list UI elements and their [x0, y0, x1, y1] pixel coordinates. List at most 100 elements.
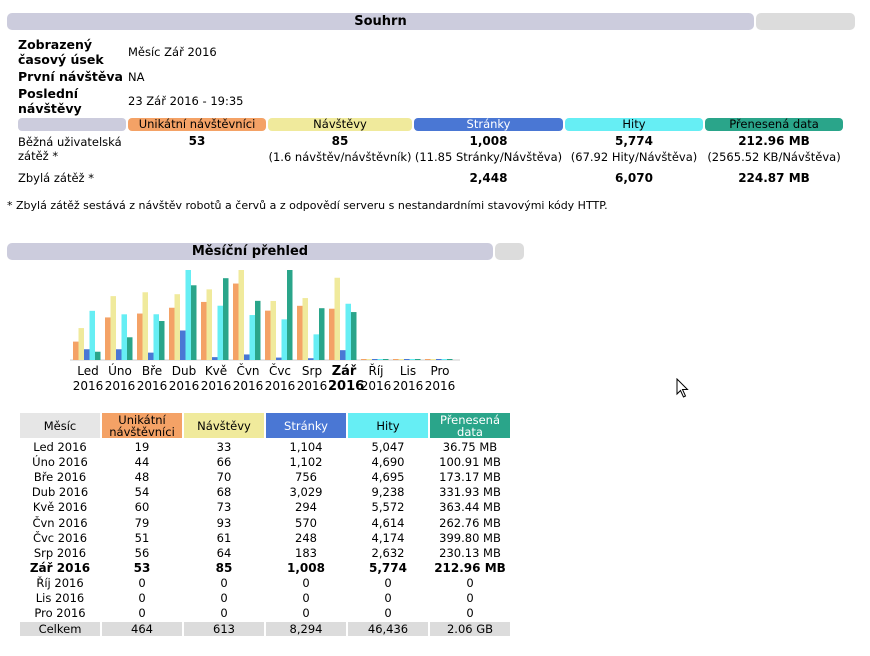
x-tick-year: 2016: [360, 379, 392, 393]
table-cell-data: 212.96 MB: [434, 560, 506, 575]
mouse-cursor-icon: [676, 378, 689, 398]
x-tick-year: 2016: [296, 379, 328, 393]
x-tick-label: Led 2016: [72, 364, 104, 394]
range-label: Zobrazený časový úsek: [18, 37, 104, 67]
table-cell-data: 262.76 MB: [439, 515, 501, 530]
bar-pages-9: [372, 359, 378, 360]
bar-pages-6: [276, 357, 282, 360]
table-cell-uniq: 60: [134, 500, 150, 515]
bar-visits-0: [78, 328, 84, 360]
bar-pages-0: [84, 349, 90, 360]
table-header-label: Měsíc: [43, 418, 77, 433]
x-tick-year: 2016: [72, 379, 104, 393]
table-header-0: Měsíc: [20, 413, 100, 438]
bar-hits-8: [345, 303, 351, 360]
bar-uniq-7: [297, 305, 303, 360]
bar-pages-2: [148, 352, 154, 360]
table-cell-data: 0: [466, 575, 474, 590]
summary-col-visits: Návštěvy: [268, 118, 412, 131]
normal-sub-pages: (11.85 Stránky/Návštěva): [414, 150, 563, 164]
bar-pages-5: [244, 354, 250, 360]
x-tick-label: Bře 2016: [136, 364, 168, 394]
x-tick-label: Srp 2016: [296, 364, 328, 394]
table-total-row: Celkem 464 613 8,294 46,436 2.06 GB: [20, 622, 510, 637]
table-cell-data: 363.44 MB: [439, 500, 501, 515]
bar-visits-4: [206, 289, 212, 360]
table-cell-hits: 2,632: [371, 545, 405, 560]
table-cell-month: Úno 2016: [32, 455, 88, 470]
table-cell-month: Dub 2016: [31, 485, 89, 500]
x-tick-year: 2016: [104, 379, 136, 393]
table-cell-pages: 570: [295, 515, 317, 530]
total-cell-uniq: 464: [102, 622, 182, 636]
bar-pages-3: [180, 330, 186, 360]
bar-visits-10: [398, 359, 404, 360]
table-cell-visits: 70: [216, 470, 232, 485]
table-row: Říj 2016 0 0 0 0 0: [20, 576, 510, 591]
table-cell-hits: 4,690: [371, 455, 405, 470]
other-value-hits: 6,070: [615, 171, 653, 185]
summary-col-uniq: Unikátní návštěvníci: [128, 118, 266, 131]
table-cell-month: Lis 2016: [35, 591, 85, 605]
last-visit-label: Poslední návštěvy: [18, 86, 82, 116]
table-cell-uniq: 19: [134, 440, 150, 454]
normal-sub-data: (2565.52 KB/Návštěva): [707, 150, 841, 164]
x-tick-label: Dub 2016: [168, 364, 200, 394]
table-cell-pages: 1,104: [289, 440, 323, 454]
x-tick-year: 2016: [392, 379, 424, 393]
x-tick-label: Lis 2016: [392, 364, 424, 394]
bar-uniq-1: [105, 317, 111, 360]
bar-uniq-6: [265, 310, 271, 360]
normal-sub-visits: (1.6 návštěv/návštěvník): [268, 150, 412, 164]
last-visit-value: 23 Zář 2016 - 19:35: [128, 94, 244, 108]
table-cell-month: Kvě 2016: [32, 500, 88, 515]
bar-hits-9: [377, 359, 383, 360]
table-cell-visits: 0: [220, 575, 228, 590]
x-tick-month: Čvc: [268, 364, 292, 378]
table-cell-pages: 248: [295, 530, 317, 545]
table-cell-data: 230.13 MB: [439, 545, 501, 560]
table-row: Kvě 2016 60 73 294 5,572 363.44 MB: [20, 500, 510, 515]
summary-col-data: Přenesená data: [705, 118, 843, 131]
bar-uniq-8: [329, 308, 335, 360]
table-cell-uniq: 44: [134, 455, 150, 470]
bar-uniq-11: [425, 359, 431, 360]
table-row: Pro 2016 0 0 0 0 0: [20, 606, 510, 621]
bar-uniq-2: [137, 313, 143, 360]
x-tick-month: Bře: [141, 364, 163, 378]
bar-data-0: [95, 351, 101, 360]
table-cell-hits: 0: [384, 575, 392, 590]
table-header-label: Přenesená data: [439, 412, 501, 439]
bar-data-9: [383, 359, 389, 360]
table-cell-uniq: 48: [134, 470, 150, 485]
normal-value-hits: 5,774: [615, 134, 653, 148]
x-tick-year: 2016: [264, 379, 296, 393]
table-cell-hits: 0: [384, 606, 392, 621]
table-cell-data: 331.93 MB: [439, 485, 501, 500]
summary-header: Souhrn: [7, 13, 754, 30]
x-tick-month: Led: [77, 364, 99, 378]
bar-hits-2: [153, 314, 159, 360]
bar-pages-11: [436, 359, 442, 360]
bar-hits-0: [89, 310, 95, 360]
normal-value-pages: 1,008: [469, 134, 508, 148]
normal-value-uniq: 53: [188, 134, 206, 148]
monthly-title: Měsíční přehled: [191, 244, 309, 259]
table-cell-uniq: 53: [133, 560, 151, 575]
summary-col-pages: Stránky: [414, 118, 563, 131]
table-cell-visits: 0: [220, 591, 228, 605]
table-header-3: Stránky: [266, 413, 346, 438]
x-tick-month: Úno: [108, 364, 132, 378]
summary-header-side: [756, 13, 855, 30]
summary-col-hits: Hity: [565, 118, 703, 131]
bar-visits-5: [238, 270, 244, 360]
normal-load-label: Běžná uživatelská zátěž *: [18, 135, 122, 163]
table-cell-hits: 4,614: [371, 515, 405, 530]
total-cell-pages: 8,294: [266, 622, 346, 636]
table-row: Zář 2016 53 85 1,008 5,774 212.96 MB: [20, 561, 510, 576]
table-header-5: Přenesená data: [430, 413, 510, 438]
bar-pages-8: [340, 350, 346, 360]
bar-hits-4: [217, 305, 223, 360]
bar-data-1: [127, 337, 133, 360]
bar-data-6: [287, 270, 293, 360]
